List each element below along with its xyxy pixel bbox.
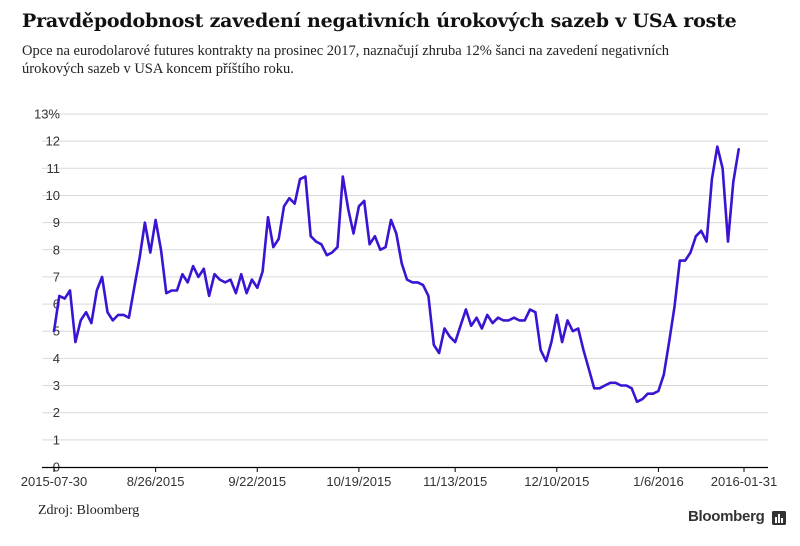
source-note: Zdroj: Bloomberg [38,503,140,518]
x-tick-label: 9/22/2015 [228,474,286,489]
y-tick-label: 4 [53,351,60,366]
gridlines [42,113,768,441]
x-tick-label: 12/10/2015 [524,474,589,489]
series-line-0 [52,145,741,404]
y-tick-label: 2 [53,405,60,420]
y-tick-label: 9 [53,215,60,230]
y-tick-label: 12 [46,134,60,149]
x-tick-label: 2015-07-30 [21,474,88,489]
x-tick-label: 2016-01-31 [711,474,778,489]
x-tick-label: 11/13/2015 [423,474,487,489]
y-tick-label: 1 [53,432,60,447]
series-layer [52,145,741,404]
y-tick-label: 10 [46,188,60,203]
x-axis-ticks: 2015-07-30 8/26/2015 9/22/2015 10/19/2015 11… [21,467,778,489]
x-tick-label: 8/26/2015 [127,474,185,489]
x-tick-label: 10/19/2015 [326,474,391,489]
chart-title: Pravděpodobnost zavedení negativních úro… [22,10,737,32]
y-tick-label: 8 [53,242,60,257]
y-tick-label: 3 [53,378,60,393]
y-axis-ticks: 012345678910111213% [34,107,60,475]
x-tick-label: 1/6/2016 [633,474,684,489]
brand-name: Bloomberg [688,508,765,525]
y-tick-label: 6 [53,297,60,312]
y-tick-label: 7 [53,269,60,284]
chart-subtitle: Opce na eurodolarové futures kontrakty n… [22,43,670,77]
y-tick-label: 11 [47,161,61,176]
bloomberg-chart-icon [772,511,786,525]
y-tick-label: 13% [34,107,60,122]
y-tick-label: 5 [53,324,60,339]
